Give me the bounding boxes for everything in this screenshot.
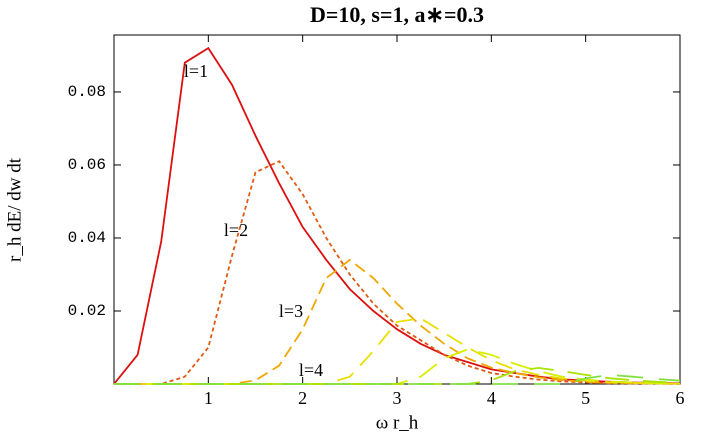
- y-tick-label: 0.06: [68, 156, 106, 174]
- curve: [114, 373, 681, 385]
- curve: [113, 46, 681, 385]
- plot-frame: [113, 34, 681, 385]
- curve-label: l=2: [224, 220, 248, 240]
- x-tick-label: 6: [676, 388, 685, 408]
- y-tick-label: 0.08: [68, 83, 106, 101]
- curve-label: l=3: [279, 301, 303, 321]
- y-tick-label: 0.02: [68, 302, 106, 320]
- curve-label: l=1: [184, 61, 208, 81]
- y-tick-label: 0.04: [68, 229, 106, 247]
- chart-title: D=10, s=1, a∗=0.3: [310, 2, 484, 27]
- x-tick-label: 4: [487, 388, 496, 408]
- x-tick-label: 5: [581, 388, 590, 408]
- x-tick-label: 2: [298, 388, 307, 408]
- curve-label: l=4: [299, 360, 323, 380]
- y-axis-label: r_h dE/ dw dt: [4, 157, 25, 262]
- x-axis-label: ω r_h: [376, 412, 419, 433]
- curve: [114, 160, 681, 385]
- x-tick-label: 3: [393, 388, 402, 408]
- x-tick-label: 1: [204, 388, 213, 408]
